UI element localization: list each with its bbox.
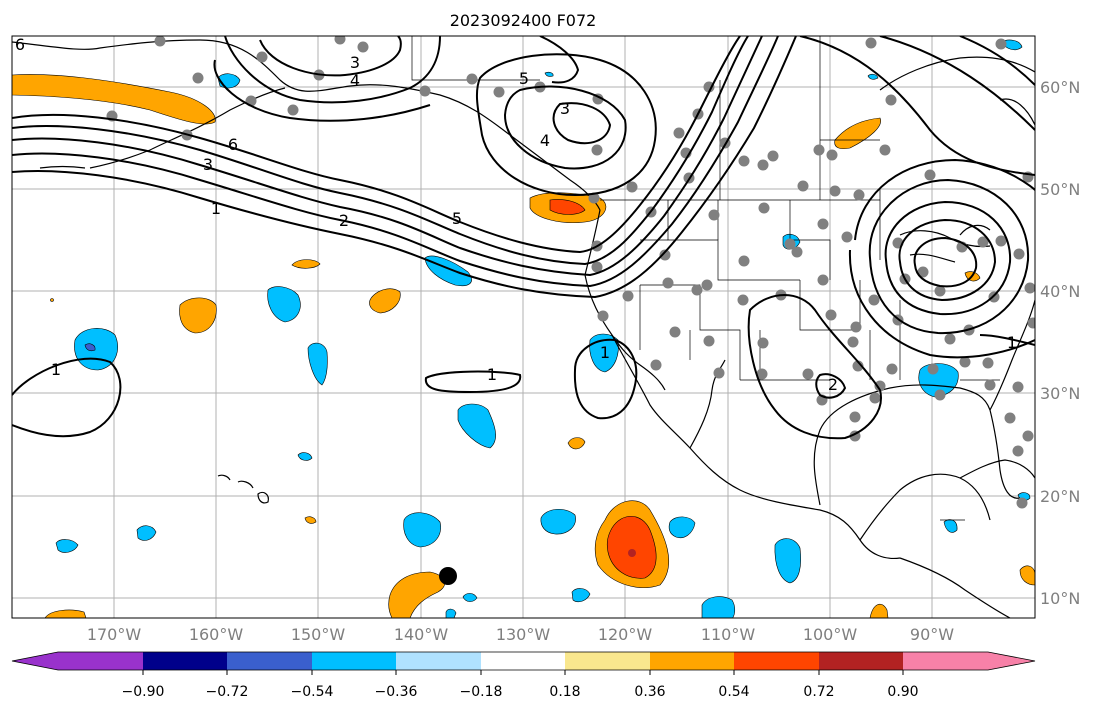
colorbar-segments xyxy=(58,652,988,670)
contour-label: 4 xyxy=(350,71,360,90)
graticule xyxy=(12,36,1035,618)
contour-label: 5 xyxy=(519,69,529,88)
colorbar-tick-label: 0.90 xyxy=(887,684,918,700)
map-frame xyxy=(11,35,1036,619)
contour-label: 6 xyxy=(228,135,238,154)
contour-label: 3 xyxy=(350,53,360,72)
colorbar-high-extension xyxy=(988,652,1035,670)
lon-label: 160°W xyxy=(189,625,244,644)
map-plot-area: 6 3 4 5 3 4 6 3 1 2 5 1 1 1 2 1 xyxy=(12,35,1035,618)
colorbar-segment xyxy=(312,652,396,670)
lon-label: 90°W xyxy=(910,625,954,644)
contour-lines xyxy=(12,36,1035,440)
colorbar-segment xyxy=(481,652,565,670)
lon-label: 170°W xyxy=(87,625,142,644)
positive-anomaly-patches xyxy=(12,74,1035,618)
contour-labels: 6 3 4 5 3 4 6 3 1 2 5 1 1 1 2 1 xyxy=(15,35,1017,394)
colorbar-segment xyxy=(734,652,819,670)
latitude-labels: 60°N 50°N 40°N 30°N 20°N 10°N xyxy=(1040,78,1080,608)
colorbar-outline xyxy=(11,651,1036,671)
colorbar-tick-label: 0.72 xyxy=(803,684,834,700)
colorbar-tick-label: −0.18 xyxy=(460,684,503,700)
lon-label: 130°W xyxy=(496,625,551,644)
colorbar-segment xyxy=(58,652,143,670)
lat-label: 10°N xyxy=(1040,589,1080,608)
lon-label: 110°W xyxy=(701,625,756,644)
colorbar-segment xyxy=(565,652,650,670)
contour-label: 4 xyxy=(540,131,550,150)
colorbar-segment xyxy=(396,652,481,670)
colorbar-low-extension xyxy=(12,652,58,670)
colorbar-tick-label: 0.18 xyxy=(549,684,580,700)
contour-label: 1 xyxy=(211,199,221,218)
colorbar-segment xyxy=(650,652,734,670)
contour-label: 2 xyxy=(828,375,838,394)
lon-label: 150°W xyxy=(291,625,346,644)
negative-anomaly-patches xyxy=(55,39,1031,618)
contour-label: 1 xyxy=(51,360,61,379)
lat-label: 40°N xyxy=(1040,282,1080,301)
contour-label: 6 xyxy=(15,35,25,54)
colorbar-tick-label: −0.72 xyxy=(206,684,249,700)
contour-label: 1 xyxy=(600,343,610,362)
colorbar-segment xyxy=(143,652,227,670)
lat-label: 60°N xyxy=(1040,78,1080,97)
colorbar-ticks xyxy=(142,670,904,675)
contour-label: 2 xyxy=(339,211,349,230)
lon-label: 120°W xyxy=(598,625,653,644)
lat-label: 30°N xyxy=(1040,384,1080,403)
lon-label: 100°W xyxy=(803,625,858,644)
contour-label: 5 xyxy=(452,209,462,228)
colorbar-tick-label: −0.90 xyxy=(122,684,165,700)
colorbar-segment xyxy=(227,652,312,670)
lat-label: 20°N xyxy=(1040,487,1080,506)
colorbar-tick-label: −0.54 xyxy=(291,684,334,700)
lon-label: 140°W xyxy=(394,625,449,644)
colorbar: −0.90 −0.72 −0.54 −0.36 −0.18 0.18 0.36 … xyxy=(11,651,1036,700)
contour-label: 1 xyxy=(487,365,497,384)
storm-marker xyxy=(439,567,457,585)
colorbar-tick-label: 0.36 xyxy=(634,684,665,700)
contour-label: 3 xyxy=(203,155,213,174)
contour-label: 3 xyxy=(560,99,570,118)
figure-title: 2023092400 F072 xyxy=(450,11,597,30)
lat-label: 50°N xyxy=(1040,180,1080,199)
colorbar-tick-label: 0.54 xyxy=(718,684,749,700)
colorbar-segment xyxy=(819,652,903,670)
colorbar-segment xyxy=(903,652,988,670)
colorbar-tick-label: −0.36 xyxy=(375,684,418,700)
colorbar-tick-labels: −0.90 −0.72 −0.54 −0.36 −0.18 0.18 0.36 … xyxy=(122,684,919,700)
longitude-labels: 170°W 160°W 150°W 140°W 130°W 120°W 110°… xyxy=(87,625,954,644)
contour-label: 1 xyxy=(1007,333,1017,352)
